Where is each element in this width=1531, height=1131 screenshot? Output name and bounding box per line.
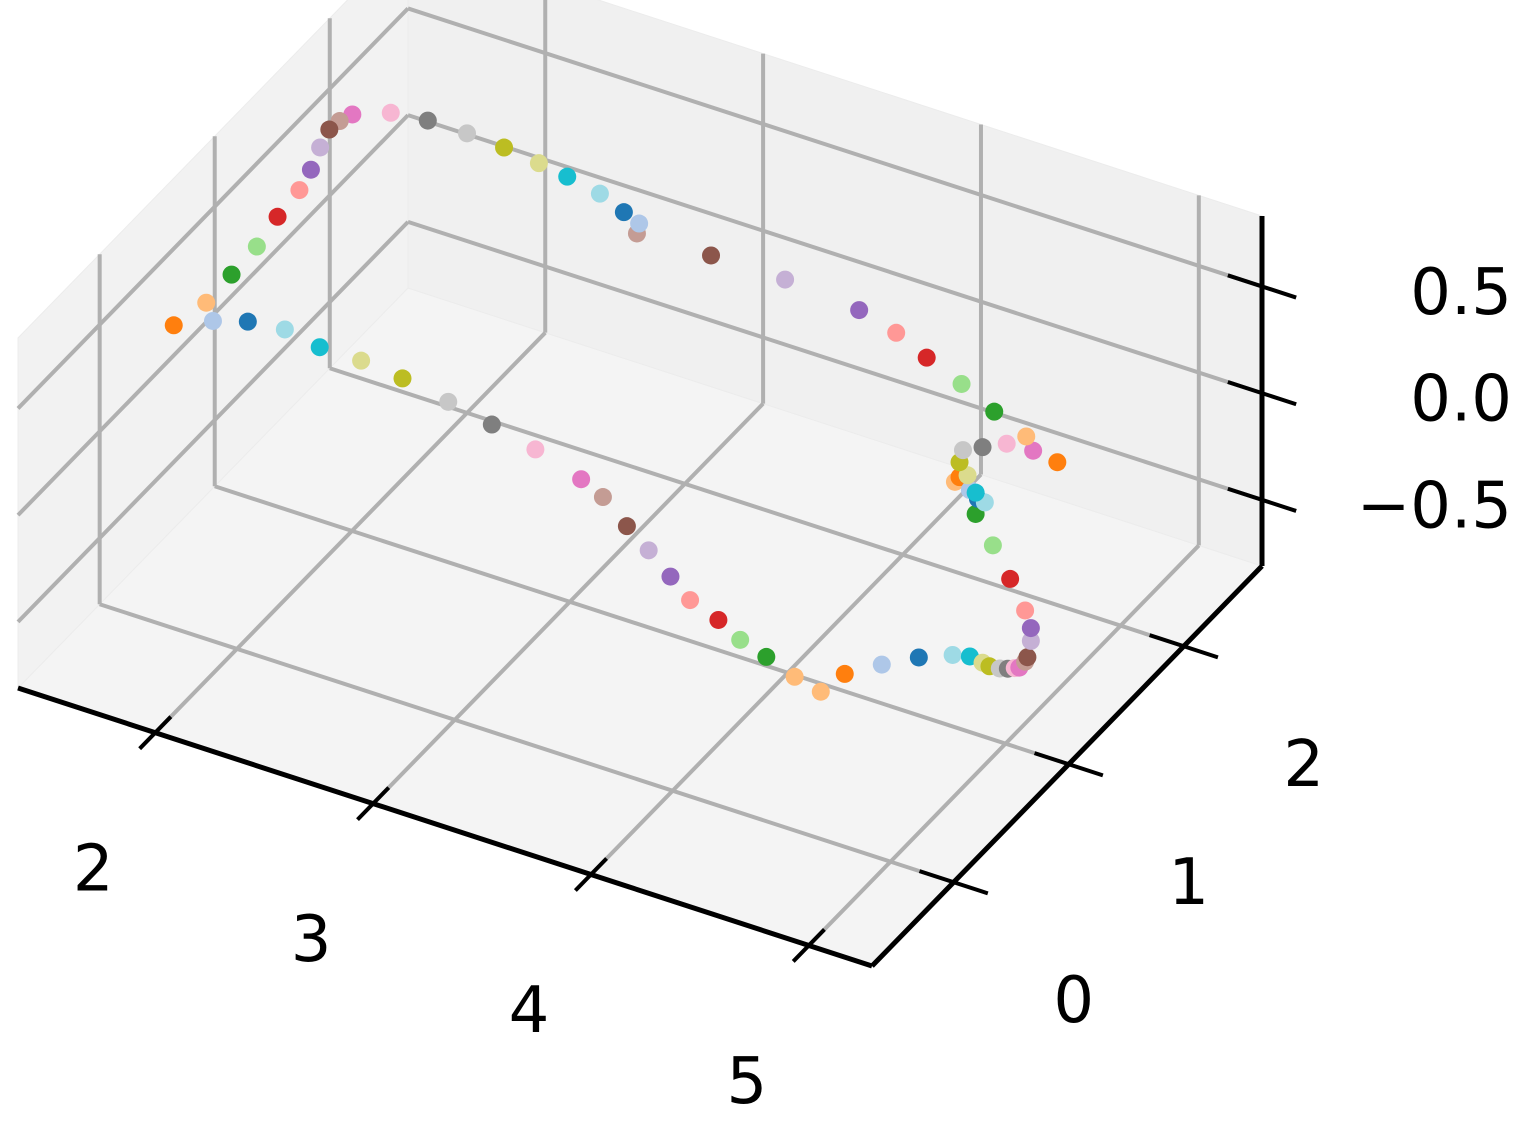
grid-line: [153, 331, 547, 735]
point: [983, 536, 1002, 555]
point: [197, 293, 216, 312]
point: [835, 664, 854, 683]
point: [639, 541, 658, 560]
point: [681, 591, 700, 610]
point: [320, 120, 339, 139]
point: [952, 374, 971, 393]
grid-line: [371, 402, 765, 805]
grid-line: [329, 366, 1185, 649]
point: [776, 270, 795, 289]
point: [268, 207, 287, 226]
grid-line: [407, 219, 1263, 502]
z-tick-label: 0.5: [1410, 256, 1512, 330]
point: [572, 470, 591, 489]
point: [1001, 569, 1020, 588]
point: [709, 610, 728, 629]
point: [1024, 441, 1043, 460]
x-tick-label: 4: [509, 974, 550, 1048]
point: [495, 138, 514, 157]
point: [558, 167, 577, 186]
point: [973, 438, 992, 457]
point: [872, 655, 891, 674]
z-tick: [1227, 486, 1297, 513]
point: [1018, 648, 1037, 667]
x-tick: [356, 786, 391, 821]
point: [526, 440, 545, 459]
grid-line: [807, 544, 1201, 947]
point: [785, 667, 804, 686]
point: [290, 181, 309, 200]
point: [238, 312, 257, 331]
point: [458, 124, 477, 143]
point: [247, 237, 266, 256]
point: [661, 567, 680, 586]
point: [811, 682, 830, 701]
point: [381, 103, 400, 122]
point: [757, 647, 776, 666]
x-tick-label: 3: [291, 903, 332, 977]
point: [702, 246, 721, 265]
y-tick: [1148, 633, 1219, 660]
y-tick-label: 1: [1168, 846, 1209, 920]
x-tick-label: 2: [73, 832, 114, 906]
point: [1021, 631, 1040, 650]
y-tick: [1033, 751, 1104, 778]
point: [997, 434, 1016, 453]
point: [887, 323, 906, 342]
point: [529, 154, 548, 173]
axis-line: [17, 685, 873, 969]
point: [275, 320, 294, 339]
z-tick: [1227, 380, 1297, 407]
point: [590, 184, 609, 203]
point: [439, 392, 458, 411]
z-tick-label: 0.0: [1410, 363, 1512, 437]
point: [617, 517, 636, 536]
grid-line: [99, 602, 955, 885]
point: [630, 214, 649, 233]
point: [966, 483, 985, 502]
axis-line: [870, 564, 1264, 968]
point: [850, 301, 869, 320]
x-tick: [791, 928, 826, 963]
point: [1048, 453, 1067, 472]
point: [482, 415, 501, 434]
x-tick: [573, 857, 608, 892]
point: [203, 311, 222, 330]
point: [985, 402, 1004, 421]
point: [1021, 619, 1040, 638]
point: [418, 111, 437, 130]
grid-line: [16, 220, 410, 624]
point: [731, 630, 750, 649]
point: [593, 488, 612, 507]
x-tick-label: 5: [726, 1045, 767, 1119]
grid-line: [407, 6, 1263, 289]
grid-line: [16, 7, 410, 410]
point: [943, 645, 962, 664]
point: [301, 160, 320, 179]
point: [393, 369, 412, 388]
y-tick-label: 2: [1283, 728, 1324, 802]
y-tick: [918, 869, 989, 896]
point: [1016, 601, 1035, 620]
point: [614, 203, 633, 222]
point: [1017, 427, 1036, 446]
grid-line: [214, 484, 1070, 767]
point: [958, 466, 977, 485]
point: [222, 265, 241, 284]
point: [909, 648, 928, 667]
point: [917, 348, 936, 367]
z-tick-label: −0.5: [1357, 469, 1512, 543]
point: [352, 351, 371, 370]
z-tick: [1227, 273, 1297, 300]
y-tick-label: 0: [1053, 964, 1094, 1038]
point: [953, 441, 972, 460]
point: [311, 138, 330, 157]
point: [164, 316, 183, 335]
point: [310, 338, 329, 357]
x-tick: [138, 715, 173, 751]
grid-line: [407, 113, 1263, 396]
